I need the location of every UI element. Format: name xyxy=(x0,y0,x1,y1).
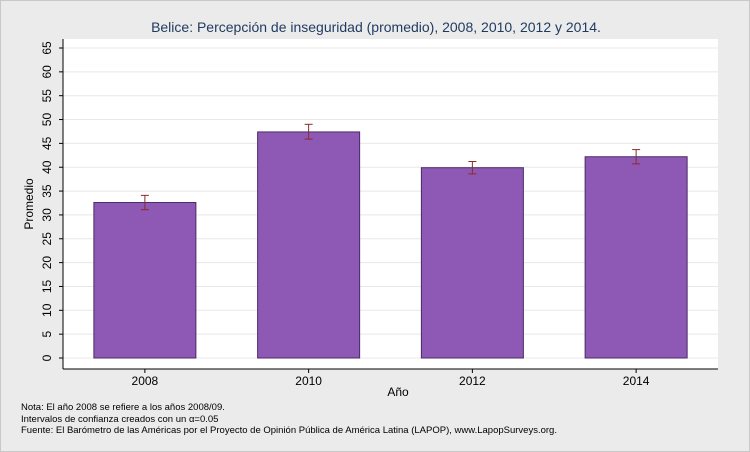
y-tick-label: 0 xyxy=(40,354,54,361)
x-tick-label-2010: 2010 xyxy=(295,374,322,388)
chart-title: Belice: Percepción de inseguridad (prome… xyxy=(151,19,601,35)
note-year: Nota: El año 2008 se refiere a los años … xyxy=(21,402,225,413)
x-tick-label-2012: 2012 xyxy=(459,374,486,388)
y-tick-label: 35 xyxy=(40,184,54,198)
x-axis-label: Año xyxy=(387,385,409,399)
note-confidence: Intervalos de confianza creados con un α… xyxy=(21,413,219,425)
error-bar-2008 xyxy=(140,194,149,211)
y-tick-label: 60 xyxy=(40,65,54,79)
y-tick-label: 25 xyxy=(40,232,54,246)
y-axis: 0 5 10 15 20 25 30 35 40 45 50 55 60 65 xyxy=(40,39,64,369)
y-tick-label: 10 xyxy=(40,303,54,317)
y-tick-label: 50 xyxy=(40,113,54,127)
y-tick-label: 30 xyxy=(40,208,54,222)
x-tick-label-2014: 2014 xyxy=(623,374,650,388)
error-bar-2014 xyxy=(632,149,641,165)
error-bars xyxy=(140,123,641,211)
bars xyxy=(93,131,688,359)
y-tick-label: 55 xyxy=(40,89,54,103)
x-axis: 2008 2010 2012 2014 xyxy=(63,368,718,388)
y-tick-label: 20 xyxy=(40,256,54,270)
bar-2014 xyxy=(584,156,688,359)
y-tick-label: 5 xyxy=(40,330,54,337)
bar-2012 xyxy=(420,167,524,359)
y-tick-label: 45 xyxy=(40,136,54,150)
x-tick-label-2008: 2008 xyxy=(132,374,159,388)
note-source: Fuente: El Barómetro de las Américas por… xyxy=(21,425,557,436)
error-bar-2010 xyxy=(304,123,313,140)
error-bar-2012 xyxy=(468,161,477,175)
bar-2008 xyxy=(93,202,197,359)
y-tick-label: 40 xyxy=(40,160,54,174)
bar-2010 xyxy=(257,131,361,359)
bar-chart: Belice: Percepción de inseguridad (prome… xyxy=(22,19,718,399)
y-tick-label: 15 xyxy=(40,279,54,293)
footnotes: Nota: El año 2008 se refiere a los años … xyxy=(21,402,557,437)
y-axis-label: Promedio xyxy=(22,178,36,230)
y-tick-label: 65 xyxy=(40,41,54,55)
